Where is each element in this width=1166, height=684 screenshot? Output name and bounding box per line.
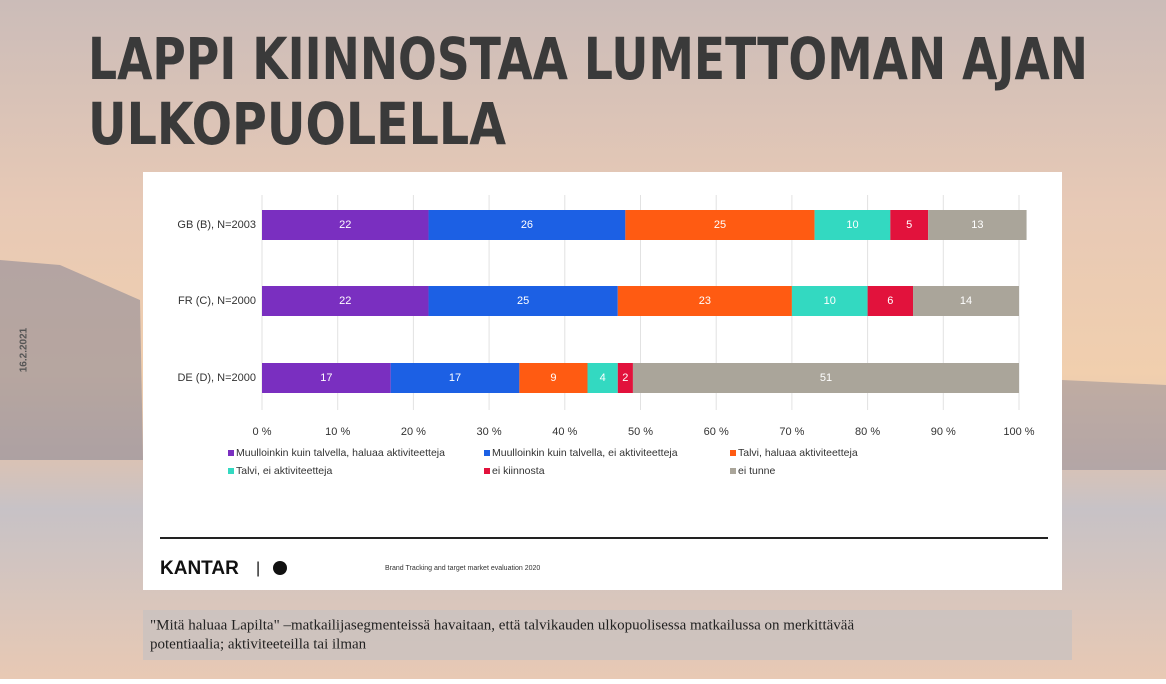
value-label: 26 — [521, 219, 533, 231]
bar-segment — [791, 286, 868, 316]
value-label: 2 — [622, 372, 628, 384]
y-tick-label: FR (C), N=2000 — [178, 295, 256, 307]
value-label: 6 — [887, 295, 893, 307]
value-label: 51 — [820, 372, 832, 384]
hill — [0, 260, 143, 460]
legend-swatch — [228, 450, 234, 456]
value-label: 23 — [699, 295, 711, 307]
title: LAPPI KIINNOSTAA LUMETTOMAN AJAN — [88, 25, 1088, 93]
value-label: 13 — [971, 219, 983, 231]
legend-label: Muulloinkin kuin talvella, ei aktiviteet… — [492, 447, 678, 459]
x-tick-label: 50 % — [628, 426, 653, 438]
legend-swatch — [228, 468, 234, 474]
x-tick-label: 20 % — [401, 426, 426, 438]
value-label: 25 — [517, 295, 529, 307]
legend-label: ei kiinnosta — [492, 465, 545, 477]
value-label: 22 — [339, 219, 351, 231]
legend-swatch — [484, 468, 490, 474]
chart: 0 % 10 % 20 % 30 % 40 % 50 % 60 % 70 % 80 % 90 % 1… — [177, 195, 1035, 477]
x-tick-label: 30 % — [477, 426, 502, 438]
x-tick-label: 70 % — [779, 426, 804, 438]
x-tick-label: 60 % — [704, 426, 729, 438]
bar-segment — [625, 210, 815, 240]
value-label: 9 — [550, 372, 556, 384]
x-tick-label: 40 % — [552, 426, 577, 438]
bar-segment — [519, 363, 588, 393]
bar-segment — [262, 286, 429, 316]
value-label: 17 — [320, 372, 332, 384]
legend-label: Muulloinkin kuin talvella, haluaa aktivi… — [236, 447, 445, 459]
bar-segment — [617, 286, 792, 316]
y-tick-label: DE (D), N=2000 — [177, 372, 256, 384]
caption: "Mitä haluaa Lapilta" –matkailijasegment… — [150, 617, 854, 633]
legend-swatch — [730, 468, 736, 474]
bar-segment — [262, 363, 391, 393]
brand: KANTAR — [160, 558, 239, 579]
bar-segment — [617, 363, 633, 393]
date: 16.2.2021 — [19, 327, 30, 372]
legend-swatch — [730, 450, 736, 456]
value-label: 25 — [714, 219, 726, 231]
logo — [273, 561, 287, 575]
bar-segment — [428, 210, 626, 240]
bar-segment — [262, 210, 429, 240]
bar-segment — [814, 210, 891, 240]
source: Brand Tracking and target market evaluat… — [385, 565, 540, 572]
value-label: 17 — [449, 372, 461, 384]
separator: | — [256, 560, 260, 577]
x-tick-label: 100 % — [1003, 426, 1034, 438]
legend-label: Talvi, haluaa aktiviteetteja — [738, 447, 858, 459]
x-tick-label: 80 % — [855, 426, 880, 438]
bar-segment — [587, 363, 618, 393]
x-tick-label: 90 % — [931, 426, 956, 438]
x-tick-label: 10 % — [325, 426, 350, 438]
bar-segment — [890, 210, 929, 240]
bar-segment — [913, 286, 1019, 316]
bar-segment — [928, 210, 1027, 240]
bar-segment — [390, 363, 520, 393]
x-tick-label: 0 % — [253, 426, 272, 438]
legend-label: ei tunne — [738, 465, 776, 477]
legend-label: Talvi, ei aktiviteetteja — [236, 465, 332, 477]
value-label: 5 — [906, 219, 912, 231]
bar-segment — [632, 363, 1019, 393]
value-label: 22 — [339, 295, 351, 307]
title: ULKOPUOLELLA — [88, 90, 506, 158]
caption-box — [143, 610, 1072, 660]
caption: potentiaalia; aktiviteeteilla tai ilman — [150, 636, 367, 652]
value-label: 10 — [846, 219, 858, 231]
bar-segment — [867, 286, 914, 316]
legend-swatch — [484, 450, 490, 456]
value-label: 4 — [600, 372, 606, 384]
bar-segment — [428, 286, 618, 316]
value-label: 14 — [960, 295, 972, 307]
hill — [1062, 380, 1166, 470]
value-label: 10 — [824, 295, 836, 307]
y-tick-label: GB (B), N=2003 — [177, 219, 256, 231]
